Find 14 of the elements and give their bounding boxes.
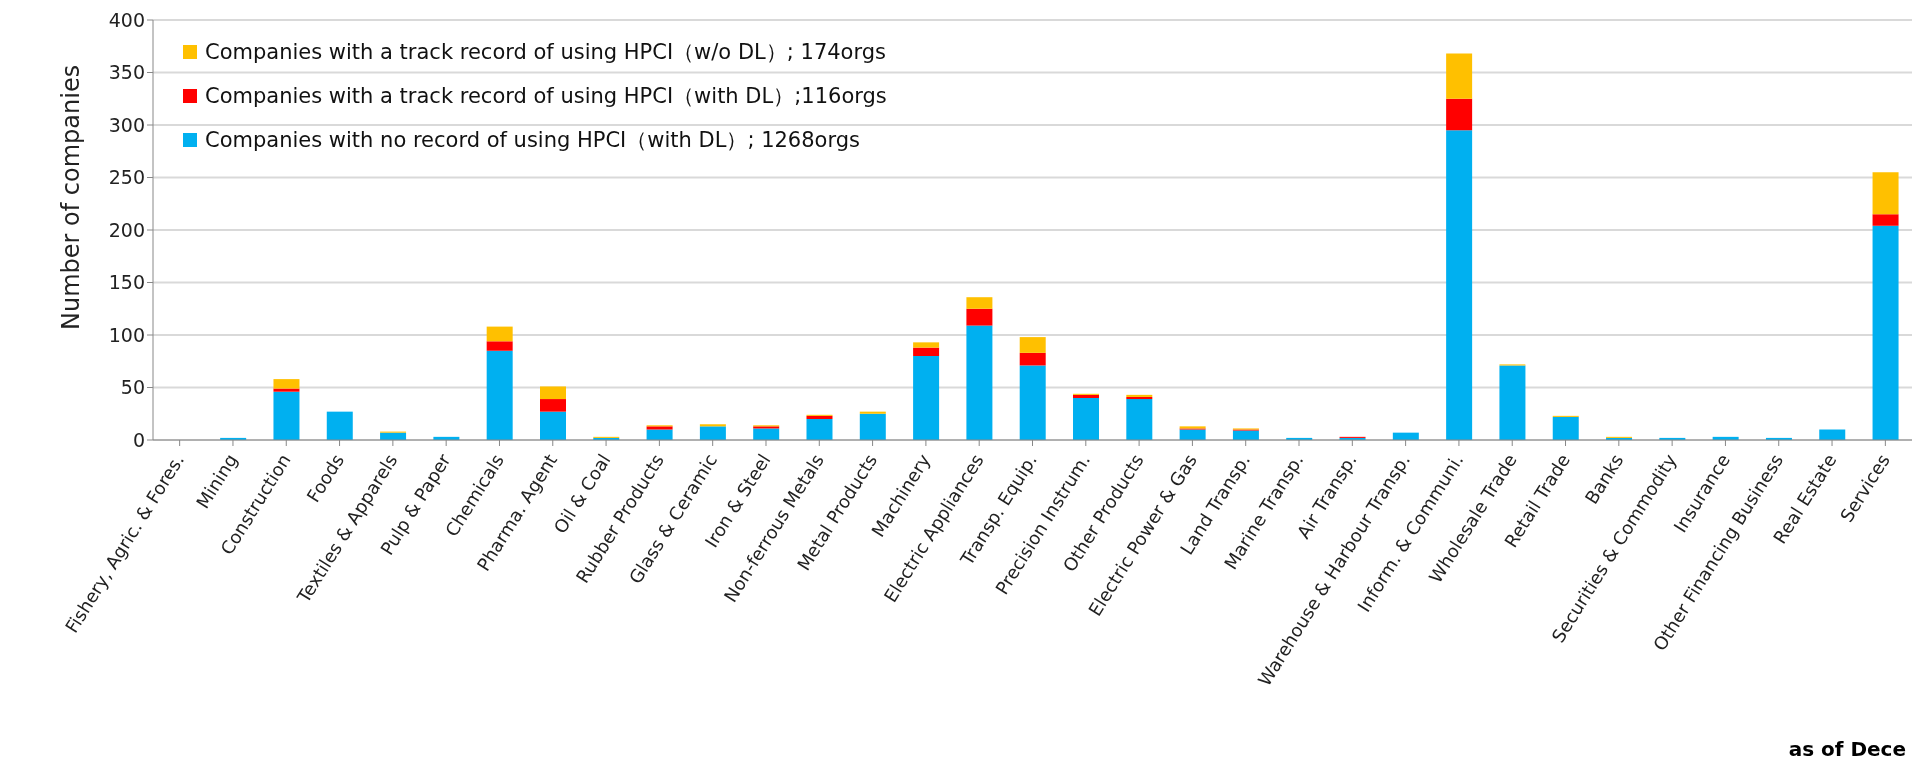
y-tick-label: 0 (132, 428, 145, 451)
y-tick-label: 100 (108, 323, 145, 346)
legend-label: Companies with no record of using HPCI（with DL）; 1268orgs (205, 127, 860, 154)
y-tick-label: 350 (108, 61, 145, 84)
y-tick-label: 150 (108, 271, 145, 294)
y-tick-label: 300 (108, 113, 145, 136)
legend-label: Companies with a track record of using HPCI（with DL）;116orgs (205, 83, 887, 110)
y-tick-label: 250 (108, 166, 145, 189)
y-tick-label: 400 (108, 8, 145, 31)
y-tick-label: 50 (120, 376, 145, 399)
legend-label: Companies with a track record of using HPCI（w/o DL）; 174orgs (205, 39, 886, 66)
text: as of Dece (1788, 737, 1906, 761)
y-tick-label: 200 (108, 218, 145, 241)
y-axis-title: Number of companies (56, 64, 85, 330)
